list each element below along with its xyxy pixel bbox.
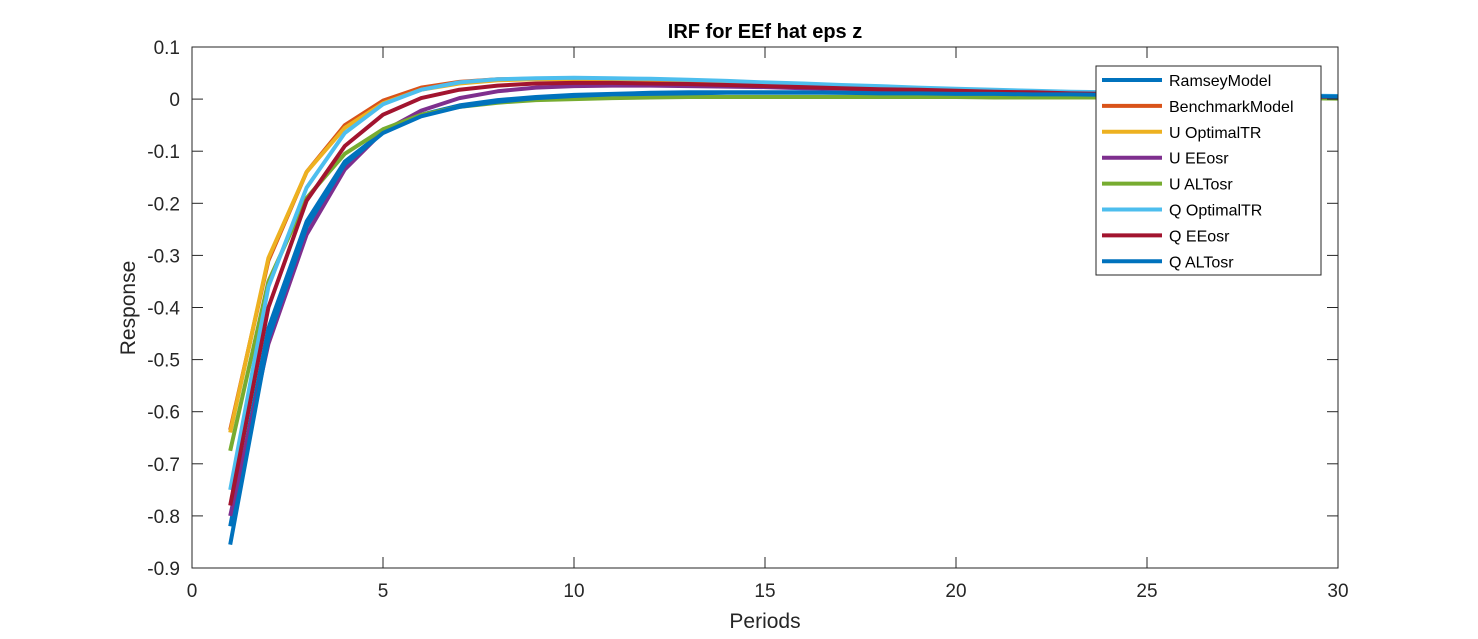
y-tick-label: -0.6 — [147, 403, 180, 424]
legend-label: U OptimalTR — [1169, 125, 1261, 142]
x-tick-label: 10 — [563, 581, 584, 602]
legend-label: U EEosr — [1169, 151, 1229, 168]
y-tick-label: -0.4 — [147, 299, 180, 320]
y-tick-label: -0.9 — [147, 559, 180, 580]
x-tick-label: 20 — [945, 581, 966, 602]
x-tick-label: 5 — [378, 581, 389, 602]
y-tick-label: -0.2 — [147, 194, 180, 215]
legend-items: RamseyModel BenchmarkModel U OptimalTR U EE… — [1102, 73, 1294, 271]
x-tick-label: 25 — [1136, 581, 1157, 602]
chart-title: IRF for EEf hat eps z — [668, 21, 862, 43]
y-tick-label: -0.8 — [147, 507, 180, 528]
legend-label: Q ALTosr — [1169, 254, 1234, 271]
legend-label: Q OptimalTR — [1169, 203, 1262, 220]
x-tick-label: 0 — [187, 581, 198, 602]
y-tick-label: 0.1 — [154, 38, 180, 59]
legend-label: RamseyModel — [1169, 73, 1271, 90]
y-axis-ticks: 0.1 0 -0.1 -0.2 -0.3 -0.4 -0.5 -0.6 -0.7 -0.8 -0.9 — [147, 38, 1338, 580]
legend-box — [1095, 65, 1322, 276]
legend-label: U ALTosr — [1169, 177, 1233, 194]
y-tick-label: 0 — [169, 90, 180, 111]
y-tick-label: -0.1 — [147, 142, 180, 163]
x-tick-label: 15 — [754, 581, 775, 602]
x-tick-label: 30 — [1327, 581, 1348, 602]
y-axis-label: Response — [117, 261, 140, 356]
x-axis-label: Periods — [729, 610, 800, 633]
y-tick-label: -0.7 — [147, 455, 180, 476]
y-tick-label: -0.3 — [147, 246, 180, 267]
y-tick-label: -0.5 — [147, 351, 180, 372]
legend: RamseyModel BenchmarkModel U OptimalTR U EE… — [1095, 65, 1322, 276]
legend-label: Q EEosr — [1169, 228, 1230, 245]
legend-label: BenchmarkModel — [1169, 99, 1294, 116]
x-axis-ticks: 0 5 10 15 20 25 30 — [187, 47, 1349, 602]
